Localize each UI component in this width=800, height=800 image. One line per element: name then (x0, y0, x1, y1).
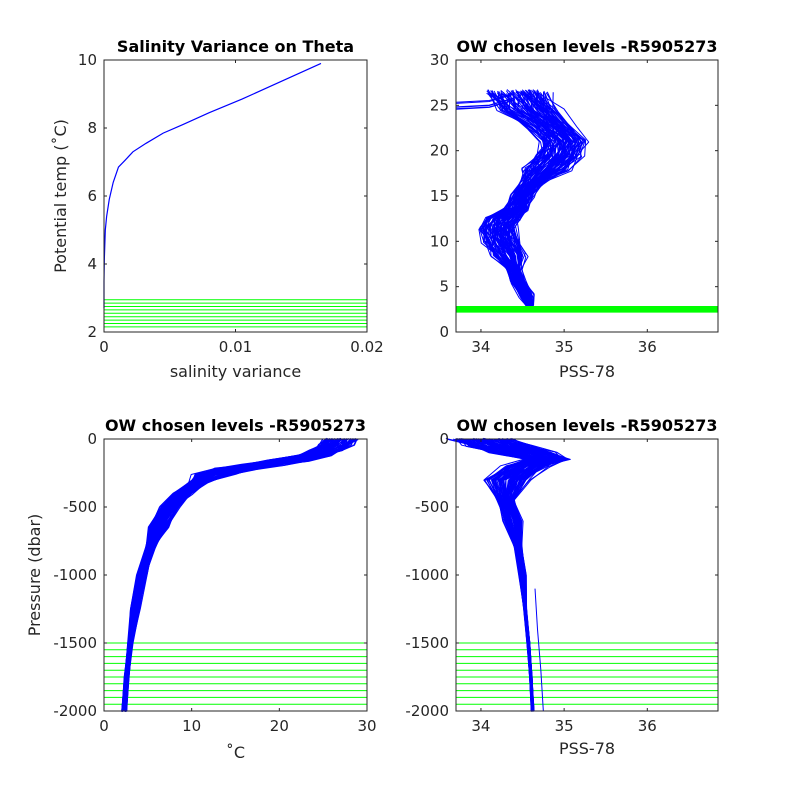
panel-2-axes-frame (455, 59, 719, 333)
y-tick-label: 10 (430, 232, 449, 250)
temperature-profile (121, 439, 323, 711)
panel-salinity-pressure: 34 35 36 -2000 -1500 -1000 -500 0 OW chosen lev… (405, 416, 719, 758)
panel-1-axes-frame (103, 59, 368, 333)
panel-4-title: OW chosen levels -R5905273 (456, 416, 717, 435)
y-tick-label: 25 (430, 96, 449, 114)
temperature-profile (123, 439, 345, 711)
temperature-profile (121, 437, 328, 712)
y-tick-label: -1000 (53, 566, 97, 584)
panel-3-y-axis-label: Pressure (dbar) (25, 514, 44, 637)
temperature-profile (122, 439, 335, 712)
panel-2-title: OW chosen levels -R5905273 (456, 37, 717, 56)
x-tick-label: 10 (182, 717, 201, 735)
temperature-profile (125, 439, 358, 712)
theta-salinity-profile (455, 92, 515, 103)
y-tick-label: -500 (63, 498, 97, 516)
panel-salinity-variance: 0 0.01 0.02 2 4 6 8 10 Salinity Variance on The… (51, 37, 384, 381)
theta-salinity-profile (486, 93, 551, 307)
theta-salinity-profile (514, 90, 577, 306)
theta-salinity-profile (455, 99, 515, 110)
panel-2-data (455, 89, 718, 313)
y-tick-label: 4 (87, 255, 97, 273)
y-tick-label: -2000 (53, 702, 97, 720)
temperature-profile (121, 438, 326, 712)
salinity-pressure-profile (502, 438, 567, 711)
y-tick-label: 30 (430, 51, 449, 69)
y-tick-label: -1500 (405, 634, 449, 652)
theta-salinity-profile (482, 93, 550, 307)
panel-1-title: Salinity Variance on Theta (117, 37, 354, 56)
y-tick-label: 20 (430, 142, 449, 160)
temperature-profile (122, 439, 339, 712)
temperature-profile (125, 439, 351, 712)
y-tick-label: -1500 (53, 634, 97, 652)
salinity-pressure-profile (470, 438, 540, 711)
panel-2-ticks: 34 35 36 0 5 10 15 20 25 30 (430, 51, 718, 356)
panel-3-title: OW chosen levels -R5905273 (105, 416, 366, 435)
temperature-profile (124, 438, 349, 712)
panel-1-y-axis-label: Potential temp (˚C) (51, 119, 70, 273)
panel-4-data (445, 437, 718, 712)
y-tick-label: 8 (87, 119, 97, 137)
x-tick-label: 0.02 (350, 338, 383, 356)
x-tick-label: 34 (471, 338, 490, 356)
outlier-profile (534, 588, 544, 712)
temperature-profile (125, 439, 358, 712)
variance-line (103, 62, 322, 309)
theta-salinity-profile (455, 93, 515, 104)
panel-4-x-axis-label: PSS-78 (559, 739, 615, 758)
y-tick-label: 10 (78, 51, 97, 69)
y-tick-label: -1000 (405, 566, 449, 584)
panel-temperature-pressure: 0 10 20 30 -2000 -1500 -1000 -500 0 OW chosen le… (25, 416, 377, 762)
y-tick-label: -2000 (405, 702, 449, 720)
panel-4-ticks: 34 35 36 -2000 -1500 -1000 -500 0 (405, 430, 718, 735)
x-tick-label: 30 (357, 717, 376, 735)
y-tick-label: -500 (415, 498, 449, 516)
x-tick-label: 0 (99, 338, 109, 356)
x-tick-label: 36 (638, 338, 657, 356)
temperature-profile (124, 438, 348, 711)
theta-salinity-profile (510, 91, 573, 310)
panel-1-ticks: 0 0.01 0.02 2 4 6 8 10 (78, 51, 384, 356)
temperature-profile (123, 439, 337, 712)
y-tick-label: 0 (439, 323, 449, 341)
y-tick-label: 0 (439, 430, 449, 448)
panel-1-data (103, 62, 367, 328)
temperature-profile (124, 438, 346, 712)
y-tick-label: 0 (87, 430, 97, 448)
temperature-profile (123, 438, 335, 711)
x-tick-label: 34 (471, 717, 490, 735)
temperature-profile (124, 437, 352, 711)
x-tick-label: 20 (270, 717, 289, 735)
temperature-profile (122, 438, 334, 712)
x-tick-label: 36 (638, 717, 657, 735)
x-tick-label: 35 (555, 338, 574, 356)
temperature-profile (124, 439, 351, 712)
y-tick-label: 15 (430, 187, 449, 205)
y-tick-label: 5 (439, 278, 449, 296)
temperature-profile (125, 439, 347, 712)
panel-3-data (104, 437, 367, 712)
theta-salinity-profile (455, 97, 515, 108)
panel-2-x-axis-label: PSS-78 (559, 362, 615, 381)
temperature-profile (125, 438, 352, 712)
panel-salinity-theta: 34 35 36 0 5 10 15 20 25 30 OW chosen levels -R59… (430, 37, 719, 381)
panel-1-x-axis-label: salinity variance (170, 362, 301, 381)
theta-salinity-profile (488, 89, 556, 310)
temperature-profile (123, 438, 339, 711)
theta-salinity-profile (509, 92, 587, 306)
y-tick-label: 2 (87, 323, 97, 341)
y-tick-label: 6 (87, 187, 97, 205)
theta-salinity-profile (483, 91, 540, 307)
panel-3-x-axis-label: ˚C (226, 743, 245, 762)
panel-3-ticks: 0 10 20 30 -2000 -1500 -1000 -500 0 (53, 430, 376, 735)
x-tick-label: 35 (555, 717, 574, 735)
x-tick-label: 0.01 (219, 338, 252, 356)
x-tick-label: 0 (99, 717, 109, 735)
